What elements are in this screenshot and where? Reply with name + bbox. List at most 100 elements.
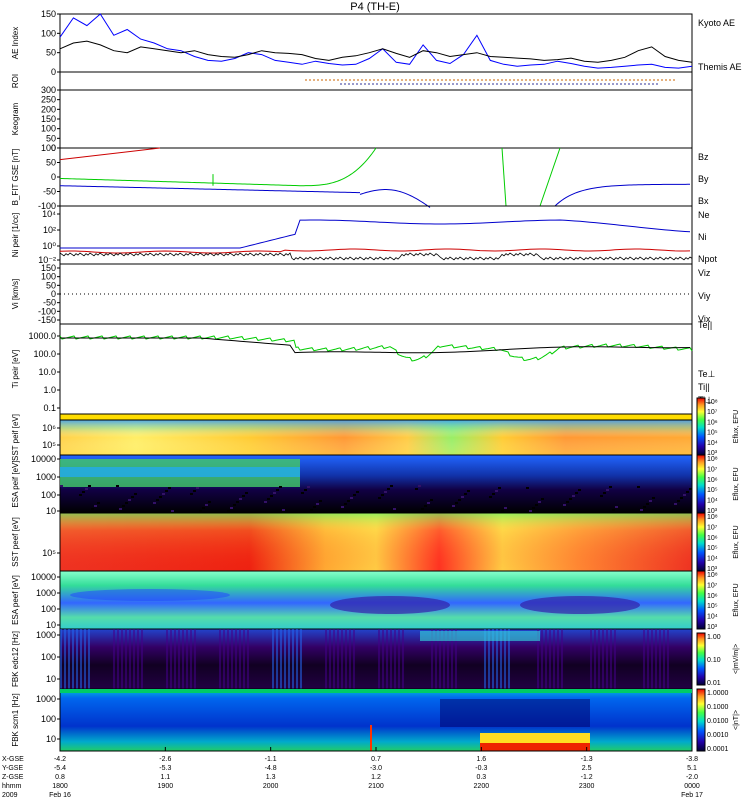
esa-i-noise (652, 497, 655, 499)
esa-i-noise (313, 506, 316, 508)
ephemeris-value: -4.2 (54, 756, 66, 763)
bfield-ytick-label: 50 (46, 158, 56, 168)
esa-i-noise (427, 502, 430, 504)
bfield-by (59, 177, 301, 187)
esa-i-noise (131, 496, 134, 498)
keogram-ytick-label: 100 (41, 124, 56, 134)
esa-i-noise (304, 489, 307, 491)
fbk-e-stripe (390, 629, 392, 689)
ephemeris-value: 1800 (52, 783, 68, 790)
density-ytick-label: 10⁻² (38, 255, 56, 265)
fbk-e-stripe (296, 629, 298, 689)
fbk-e-stripe (219, 629, 221, 689)
esa-i-noise (128, 499, 131, 501)
sst_i-spectrogram-overlay (60, 420, 692, 455)
esa-i-noise (267, 498, 270, 500)
ephemeris-value: -3.0 (370, 765, 382, 772)
esa_i-ytick-label: 10000 (31, 454, 56, 464)
fbk-b-dark (440, 699, 590, 727)
esa-i-noise (541, 498, 544, 500)
esa-i-noise (566, 501, 569, 503)
esa-i-noise (341, 506, 344, 508)
ephemeris-value: 0000 (684, 783, 700, 790)
velocity-ytick-label: 100 (41, 272, 56, 282)
fbk-e-stripe (174, 629, 176, 689)
sst_e-ytick-label: 10⁵ (42, 548, 56, 558)
esa-i-noise (683, 494, 686, 496)
fbk-e-stripe (186, 629, 188, 689)
fbk-e-stripe (590, 629, 592, 689)
fbk-e-stripe (227, 629, 229, 689)
sst_i-ytick-label: 10⁵ (42, 440, 56, 450)
fbk-e-stripe (610, 629, 612, 689)
fbk-e-stripe (614, 629, 616, 689)
esa-i-noise (504, 507, 507, 509)
esa-i-noise (643, 506, 646, 508)
fbk-e-stripe (288, 629, 290, 689)
ephemeris-value: -2.0 (686, 774, 698, 781)
fbk-e-stripe (667, 629, 669, 689)
esa_i-ylabel: ESA peif [eV] (11, 460, 20, 507)
fbk-e-stripe (76, 629, 78, 689)
temperature-ti (59, 335, 693, 362)
sst_e-cbar-tick: 10⁵ (707, 545, 718, 552)
fbk-e-stripe (378, 629, 380, 689)
esa-i-noise (387, 488, 390, 490)
fbk-e-stripe (349, 629, 351, 689)
esa-i-noise (615, 506, 618, 508)
fbk-e-stripe (537, 629, 539, 689)
fbk-e-stripe (84, 629, 86, 689)
sst_e-colorbar (696, 512, 706, 572)
esa-i-noise (600, 495, 603, 497)
esa-i-noise (233, 504, 236, 506)
bfield-legend-by: By (698, 174, 709, 184)
fbk-e-stripe (447, 629, 449, 689)
density-npot (59, 252, 693, 261)
esa-i-noise (193, 490, 196, 492)
velocity-ytick-label: -50 (43, 298, 56, 308)
esa_e-cbar-tick: 10⁶ (707, 593, 718, 600)
velocity-legend-vix: Vix (698, 314, 711, 324)
fbk-e-stripe (488, 629, 490, 689)
esa-i-noise (116, 485, 119, 487)
fbk-e-stripe (398, 629, 400, 689)
fbk_b-colorbar (696, 688, 706, 752)
esa-i-noise (153, 502, 156, 504)
velocity-ytick-label: 150 (41, 263, 56, 273)
fbk-e-stripe (561, 629, 563, 689)
esa-i-noise (492, 493, 495, 495)
fbk-e-stripe (223, 629, 225, 689)
fbk-e-stripe (451, 629, 453, 689)
ae-legend-themis-ae: Themis AE (698, 62, 742, 72)
fbk-e-stripe (643, 629, 645, 689)
esa-i-noise (575, 492, 578, 494)
sst_i-ytick-label: 10⁶ (42, 423, 56, 433)
bfield-bz (59, 147, 161, 161)
esa-i-noise (532, 507, 535, 509)
fbk_e-ytick-label: 1000 (36, 630, 56, 640)
mode-strip (59, 413, 693, 421)
esa-i-noise (418, 485, 421, 487)
fbk-e-stripe (117, 629, 119, 689)
esa_e-cbar-label: Eflux, EFU (733, 583, 740, 616)
velocity-ylabel: Vi [km/s] (11, 279, 20, 310)
ephemeris-value: 2200 (474, 783, 490, 790)
fbk_e-ytick-label: 100 (41, 652, 56, 662)
temperature-legend-0: Te|| (698, 320, 712, 330)
sst_i-cbar-tick: 10⁸ (707, 399, 718, 406)
keogram-frame (59, 89, 693, 149)
fbk-e-stripe (60, 629, 62, 689)
fbk-e-stripe (341, 629, 343, 689)
sst_i-ylabel: SST peif [eV] (11, 414, 20, 461)
esa-i-noise (455, 502, 458, 504)
roi-ylabel: ROI (11, 74, 20, 88)
esa-i-noise (498, 487, 501, 489)
bfield-ytick-label: -100 (38, 201, 56, 211)
keogram-ytick-label: 0 (51, 143, 56, 153)
esa-i-noise (165, 490, 168, 492)
esa_e-cbar-tick: 10⁵ (707, 603, 718, 610)
ephemeris-value: -0.3 (475, 765, 487, 772)
esa-i-noise (415, 488, 418, 490)
esa-i-noise (381, 494, 384, 496)
bfield-ytick-label: 100 (41, 143, 56, 153)
